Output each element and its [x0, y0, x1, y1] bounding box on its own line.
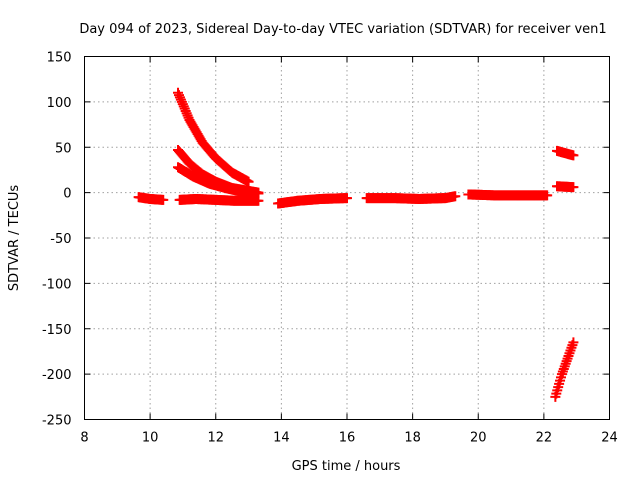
x-tick-label: 22 [536, 431, 553, 446]
series-arc-f [273, 193, 352, 209]
y-tick-label: 0 [63, 187, 71, 202]
data-point [158, 194, 169, 205]
data-points [133, 87, 579, 402]
x-tick-label: 20 [470, 431, 487, 446]
y-tick-labels: -250 -200 -150 -100 -50 0 50 100 150 [42, 51, 72, 429]
x-tick-label: 24 [601, 431, 618, 446]
y-tick-label: -200 [42, 368, 72, 383]
data-point [568, 182, 579, 193]
data-point [342, 193, 352, 204]
y-tick-label: -100 [42, 277, 72, 292]
data-point [542, 190, 553, 201]
x-tick-label: 8 [80, 431, 88, 446]
x-tick-label: 18 [404, 431, 421, 446]
x-tick-labels: 8 10 12 14 16 18 20 22 24 [80, 431, 617, 446]
series-arc-a [133, 192, 169, 205]
x-tick-label: 14 [273, 431, 290, 446]
y-tick-label: -50 [50, 232, 71, 247]
data-point [450, 191, 461, 202]
series-arc-h [463, 189, 553, 201]
x-tick-label: 10 [142, 431, 159, 446]
x-axis-label: GPS time / hours [292, 459, 401, 474]
series-arc-e [173, 162, 264, 199]
series-arc-c [173, 87, 254, 187]
series-arc-k [550, 337, 579, 402]
axis-ticks [84, 56, 610, 420]
y-tick-label: -250 [42, 414, 72, 429]
series-arc-i [552, 145, 579, 161]
y-tick-label: 150 [47, 51, 72, 66]
y-tick-label: 50 [55, 141, 72, 156]
x-tick-label: 16 [339, 431, 356, 446]
chart-title: Day 094 of 2023, Sidereal Day-to-day VTE… [79, 22, 606, 37]
data-point [568, 150, 579, 161]
series-arc-j [552, 181, 579, 193]
grid [84, 56, 610, 420]
y-axis-label: SDTVAR / TECUs [7, 185, 22, 292]
y-tick-label: -150 [42, 323, 72, 338]
data-point [568, 337, 579, 348]
data-point [253, 188, 264, 199]
data-point [243, 176, 254, 187]
y-tick-label: 100 [47, 96, 72, 111]
series-arc-g [361, 191, 461, 204]
x-tick-label: 12 [207, 431, 224, 446]
